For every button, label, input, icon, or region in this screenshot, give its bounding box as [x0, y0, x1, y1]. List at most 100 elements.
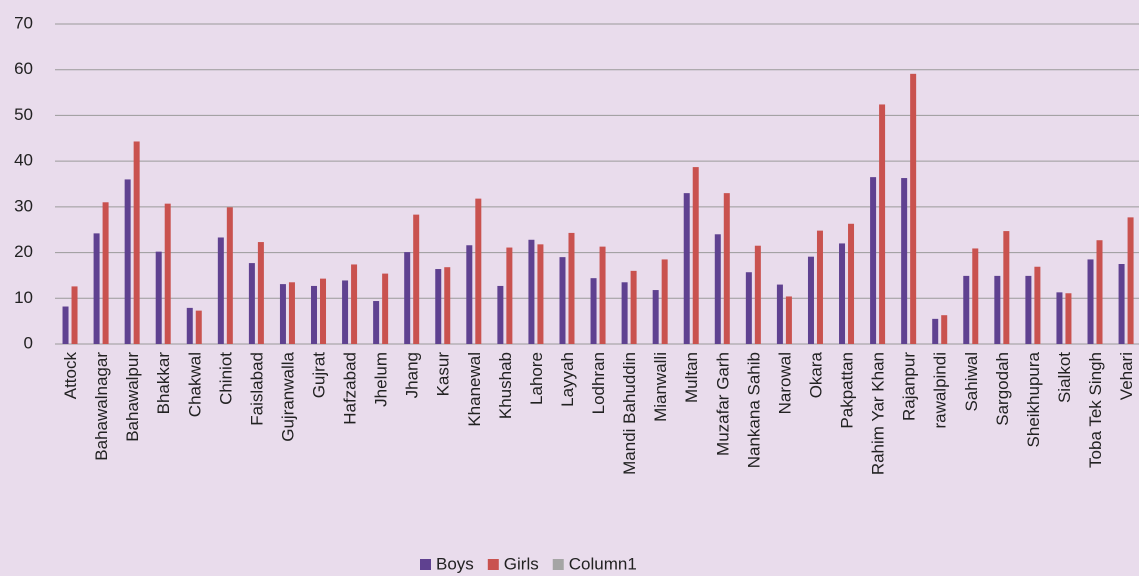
bar	[506, 247, 513, 344]
x-tick-label: Vehari	[1117, 352, 1136, 400]
bar	[382, 273, 389, 344]
bar	[941, 315, 948, 344]
bar	[102, 202, 109, 344]
bar	[963, 275, 970, 344]
y-tick-label: 0	[24, 333, 33, 352]
y-tick-label: 60	[14, 59, 33, 78]
bar	[599, 246, 606, 344]
bar	[537, 244, 544, 344]
bar	[692, 167, 699, 344]
bar	[133, 141, 140, 344]
x-tick-label: Attock	[61, 352, 80, 400]
x-tick-label: Gujranwalla	[278, 351, 297, 441]
legend-label: Girls	[504, 554, 539, 573]
bar	[93, 233, 100, 344]
bar	[195, 310, 202, 344]
bar	[497, 285, 504, 344]
x-tick-label: Toba Tek Singh	[1086, 352, 1105, 468]
bar	[568, 232, 575, 344]
x-tick-label: Khushab	[496, 352, 515, 419]
y-tick-label: 40	[14, 151, 33, 170]
bar	[351, 264, 358, 344]
x-tick-label: Khanewal	[465, 352, 484, 427]
bar	[630, 270, 637, 344]
bar	[590, 278, 597, 344]
bar	[559, 257, 566, 344]
bar	[972, 248, 979, 344]
bar	[475, 198, 482, 344]
legend-label: Column1	[569, 554, 637, 573]
bar	[1065, 293, 1072, 344]
x-tick-label: rawalpindi	[931, 352, 950, 429]
bar	[776, 284, 783, 344]
bar	[164, 203, 171, 344]
bar	[248, 263, 255, 344]
legend: Boys Girls Column1	[420, 554, 637, 573]
x-tick-label: Lahore	[527, 352, 546, 405]
y-tick-label: 20	[14, 242, 33, 261]
x-tick-label: Okara	[806, 351, 825, 398]
bar	[1025, 275, 1032, 344]
y-tick-label: 50	[14, 105, 33, 124]
bar	[342, 280, 349, 344]
bar	[71, 286, 78, 344]
bar	[217, 237, 224, 344]
x-tick-label: Sahiwal	[962, 352, 981, 412]
bar	[870, 177, 877, 344]
x-tick-label: Hafzabad	[341, 352, 360, 425]
legend-swatch	[487, 559, 499, 570]
x-tick-label: Rahim Yar Khan	[869, 352, 888, 475]
bar	[621, 282, 628, 344]
bar	[1056, 292, 1063, 344]
x-tick-label: Narowal	[775, 352, 794, 414]
x-tick-label: Kasur	[434, 352, 453, 397]
x-tick-label: Mandi Bahuddin	[620, 352, 639, 475]
y-tick-label: 70	[14, 13, 33, 32]
bar	[226, 207, 233, 344]
x-tick-label: Pakpattan	[838, 352, 857, 429]
bar	[839, 243, 846, 344]
bar	[994, 275, 1001, 344]
bar	[848, 223, 855, 344]
legend-swatch	[552, 559, 564, 570]
x-tick-label: Chakwal	[185, 352, 204, 417]
bar	[444, 267, 451, 344]
x-tick-label: Sargodah	[993, 352, 1012, 426]
bar	[1003, 231, 1010, 344]
bar	[754, 245, 761, 344]
bar	[1034, 266, 1041, 344]
bar	[373, 301, 380, 344]
bar	[62, 306, 69, 344]
x-tick-label: Gujrat	[309, 352, 328, 399]
bar	[413, 214, 420, 344]
x-tick-label: Jhang	[403, 352, 422, 398]
bar	[1096, 240, 1103, 344]
x-tick-label: Sialkot	[1055, 352, 1074, 403]
x-tick-label: Bahawalpur	[123, 352, 142, 442]
bar	[879, 104, 886, 344]
bar	[652, 290, 659, 344]
bar	[435, 269, 442, 344]
bar	[279, 284, 286, 344]
y-tick-label: 30	[14, 196, 33, 215]
bar	[745, 272, 752, 344]
bar	[155, 251, 162, 344]
x-tick-label: Chiniot	[216, 352, 235, 405]
bar	[807, 256, 814, 344]
bar	[466, 245, 473, 344]
x-tick-label: Rajanpur	[900, 352, 919, 421]
bar	[910, 73, 917, 344]
legend-label: Boys	[436, 554, 474, 573]
x-tick-label: Layyah	[558, 352, 577, 407]
bar	[528, 239, 535, 344]
bar	[1087, 259, 1094, 344]
bar	[785, 296, 792, 344]
bar	[683, 193, 690, 344]
x-tick-label: Muzafar Garh	[713, 352, 732, 456]
x-tick-label: Faislabad	[247, 352, 266, 426]
bar	[186, 307, 193, 344]
x-tick-label: Nankana Sahib	[744, 352, 763, 468]
x-tick-label: Bhakkar	[154, 352, 173, 415]
